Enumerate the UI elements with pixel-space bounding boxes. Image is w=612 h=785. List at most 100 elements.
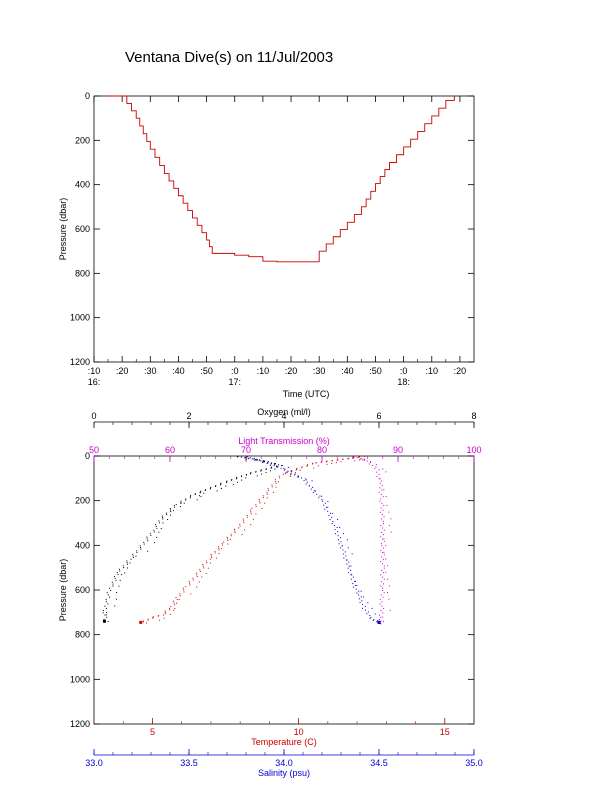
panel2-ylabel: Pressure (dbar) [58, 559, 68, 622]
profile-point [156, 536, 158, 538]
profile-point [381, 605, 383, 607]
profile-point [234, 532, 236, 534]
profile-point [165, 512, 167, 514]
profile-point [262, 461, 264, 463]
profile-point [290, 470, 292, 472]
profile-point [241, 534, 243, 536]
profile-point [364, 605, 366, 607]
profile-point [297, 476, 299, 478]
profile-point [290, 474, 292, 476]
profile-point [264, 502, 266, 504]
profile-point [239, 525, 241, 527]
panel2-ytick-label: 600 [75, 585, 90, 595]
panel1-xtick-label: :30 [144, 366, 157, 376]
profile-point [346, 563, 348, 565]
profile-point [192, 579, 194, 581]
profile-point [370, 461, 372, 463]
profile-point [226, 481, 228, 483]
profile-point [159, 619, 161, 621]
profile-point [190, 593, 192, 595]
profile-point [271, 466, 273, 468]
panel1-ylabel: Pressure (dbar) [58, 198, 68, 261]
profile-point [255, 471, 257, 473]
profile-end-marker [102, 619, 106, 623]
profile-point [218, 549, 220, 551]
profile-point [192, 577, 194, 579]
profile-point [385, 558, 387, 560]
profile-point [273, 463, 275, 465]
profile-point [329, 518, 331, 520]
profile-point [250, 524, 252, 526]
profile-point [243, 520, 245, 522]
panel1-frame [93, 95, 475, 363]
profile-point [381, 556, 383, 558]
profile-point [382, 576, 384, 578]
axis-tick-label-1: 100 [466, 445, 481, 455]
profile-point [120, 574, 122, 576]
profile-point [194, 493, 196, 495]
profile-point [274, 479, 276, 481]
profile-point [372, 619, 374, 621]
profile-point [210, 486, 212, 488]
profile-point [173, 609, 175, 611]
profile-point [342, 458, 344, 460]
profile-point [378, 469, 380, 471]
profile-point [324, 502, 326, 504]
profile-point [347, 567, 349, 569]
panel2-frame [93, 455, 475, 725]
profile-point [205, 489, 207, 491]
profile-point [241, 475, 243, 477]
profile-point [374, 467, 376, 469]
profile-point [306, 465, 308, 467]
profile-point [244, 529, 246, 531]
profile-point [126, 562, 128, 564]
profile-point [251, 458, 253, 460]
profile-point [297, 475, 299, 477]
profile-point [164, 610, 166, 612]
profile-point [179, 595, 181, 597]
profile-point [380, 498, 382, 500]
profile-point [205, 560, 207, 562]
profile-point [364, 459, 366, 461]
profile-point [379, 598, 381, 600]
profile-point [146, 622, 148, 624]
profile-point [382, 523, 384, 524]
profile-point [275, 482, 277, 484]
profile-point [113, 575, 115, 577]
profile-point [348, 572, 350, 574]
profile-point [345, 555, 347, 557]
profile-point [135, 555, 137, 557]
profile-point [267, 489, 269, 491]
profile-point [381, 480, 383, 482]
profile-point [331, 516, 333, 518]
profile-point [388, 585, 390, 587]
profile-end-marker [377, 620, 381, 624]
profile-point [253, 457, 255, 459]
profile-point [238, 527, 240, 529]
profile-point [375, 463, 377, 465]
panel2-ytick-label: 800 [75, 630, 90, 640]
profile-point [334, 525, 336, 527]
profile-point [360, 596, 362, 598]
profile-point [115, 579, 117, 581]
panel2-ytick-label: 400 [75, 540, 90, 550]
profile-point [381, 514, 383, 516]
profile-point [205, 572, 207, 574]
profile-point [303, 480, 305, 482]
profile-point [147, 540, 149, 542]
profile-point [382, 552, 384, 554]
profile-point [255, 471, 257, 473]
profile-point [230, 535, 232, 537]
profile-point [326, 463, 328, 465]
profile-point [378, 619, 380, 621]
profile-point [355, 588, 357, 590]
profile-point [382, 596, 384, 598]
profile-point [385, 571, 387, 573]
panel1-ytick-label: 400 [75, 180, 90, 190]
profile-point [143, 543, 145, 545]
profile-point [305, 479, 307, 481]
panel2-ytick-label: 1200 [70, 719, 90, 729]
profile-point [201, 576, 203, 578]
profile-point [347, 547, 349, 549]
profile-point [387, 578, 389, 580]
